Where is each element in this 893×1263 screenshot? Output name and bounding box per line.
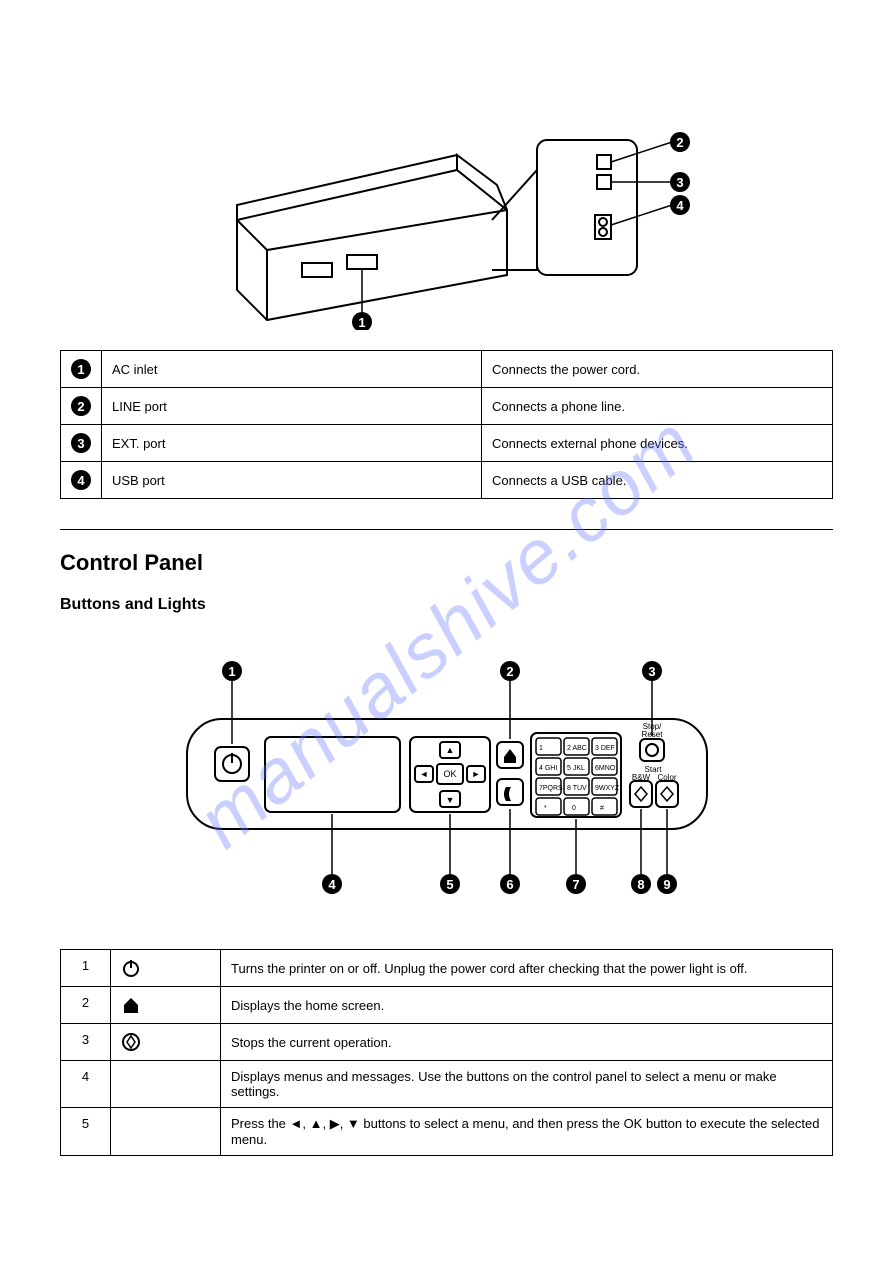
row-num: 3	[61, 425, 102, 462]
row-num: 1	[61, 351, 102, 388]
svg-text:3: 3	[648, 664, 655, 679]
printer-rear-figure: 1 2 3 4	[197, 100, 697, 330]
row-icon	[111, 1108, 221, 1156]
svg-text:3: 3	[676, 175, 683, 190]
table-row: 4USB portConnects a USB cable.	[61, 462, 833, 499]
row-num: 2	[61, 987, 111, 1024]
svg-text:2: 2	[506, 664, 513, 679]
table-row: 4 Displays menus and messages. Use the bu…	[61, 1061, 833, 1108]
svg-text:8 TUV: 8 TUV	[567, 785, 587, 792]
row-icon	[111, 950, 221, 987]
svg-text:1: 1	[228, 664, 235, 679]
row-desc: Press the ◄, ▲, ▶, ▼ buttons to select a…	[221, 1108, 833, 1156]
row-num: 4	[61, 1061, 111, 1108]
svg-text:4: 4	[676, 198, 684, 213]
table-row: 1AC inletConnects the power cord.	[61, 351, 833, 388]
row-desc: Connects external phone devices.	[482, 425, 833, 462]
row-desc: Connects the power cord.	[482, 351, 833, 388]
row-num: 4	[61, 462, 102, 499]
svg-text:4: 4	[328, 877, 336, 892]
buttons-table: 1 Turns the printer on or off. Unplug the…	[60, 949, 833, 1156]
svg-text:#: #	[600, 805, 604, 812]
svg-text:OK: OK	[443, 769, 456, 779]
svg-text:1: 1	[358, 315, 365, 330]
svg-text:2: 2	[676, 135, 683, 150]
table-row: 3 Stops the current operation.	[61, 1024, 833, 1061]
row-icon	[111, 987, 221, 1024]
row-icon	[111, 1061, 221, 1108]
row-desc: Displays the home screen.	[221, 987, 833, 1024]
row-name: USB port	[102, 462, 482, 499]
control-panel-figure: 1 2 ABC 3 DEF 4 GHI 5 JKL 6MNO 7PQRS 8 TUV 9WX…	[167, 629, 727, 919]
page-content: 1 2 3 4 1AC inletConnects the power cord…	[0, 0, 893, 1226]
svg-text:9: 9	[663, 877, 670, 892]
row-num: 5	[61, 1108, 111, 1156]
svg-text:3 DEF: 3 DEF	[595, 745, 615, 752]
row-name: AC inlet	[102, 351, 482, 388]
svg-text:0: 0	[572, 805, 576, 812]
table-row: 1 Turns the printer on or off. Unplug the…	[61, 950, 833, 987]
row-name: EXT. port	[102, 425, 482, 462]
table-row: 2LINE portConnects a phone line.	[61, 388, 833, 425]
svg-text:B&W: B&W	[631, 773, 650, 782]
row-name: LINE port	[102, 388, 482, 425]
row-desc: Stops the current operation.	[221, 1024, 833, 1061]
table-row: 3EXT. portConnects external phone device…	[61, 425, 833, 462]
row-desc: Displays menus and messages. Use the but…	[221, 1061, 833, 1108]
svg-text:8: 8	[637, 877, 644, 892]
section-heading-control-panel: Control Panel	[60, 529, 833, 576]
svg-text:7PQRS: 7PQRS	[539, 785, 563, 792]
svg-text:6MNO: 6MNO	[595, 765, 616, 772]
svg-text:◄: ◄	[419, 769, 428, 779]
row-num: 3	[61, 1024, 111, 1061]
svg-text:1: 1	[539, 745, 543, 752]
svg-text:5 JKL: 5 JKL	[567, 765, 585, 772]
svg-text:▼: ▼	[445, 795, 454, 805]
row-num: 1	[61, 950, 111, 987]
row-desc: Turns the printer on or off. Unplug the …	[221, 950, 833, 987]
svg-text:Color: Color	[657, 773, 676, 782]
svg-text:5: 5	[446, 877, 453, 892]
svg-text:6: 6	[506, 877, 513, 892]
row-desc: Connects a USB cable.	[482, 462, 833, 499]
svg-text:2 ABC: 2 ABC	[567, 745, 587, 752]
svg-text:9WXYZ: 9WXYZ	[595, 785, 620, 792]
sub-heading-buttons-lights: Buttons and Lights	[60, 596, 833, 614]
row-icon	[111, 1024, 221, 1061]
table-row: 5 Press the ◄, ▲, ▶, ▼ buttons to select …	[61, 1108, 833, 1156]
row-desc: Connects a phone line.	[482, 388, 833, 425]
row-num: 2	[61, 388, 102, 425]
svg-text:▲: ▲	[445, 745, 454, 755]
table-row: 2 Displays the home screen.	[61, 987, 833, 1024]
svg-text:►: ►	[471, 769, 480, 779]
svg-text:*: *	[544, 805, 547, 812]
parts-table: 1AC inletConnects the power cord.2LINE p…	[60, 350, 833, 499]
svg-text:4 GHI: 4 GHI	[539, 765, 557, 772]
svg-text:7: 7	[572, 877, 579, 892]
